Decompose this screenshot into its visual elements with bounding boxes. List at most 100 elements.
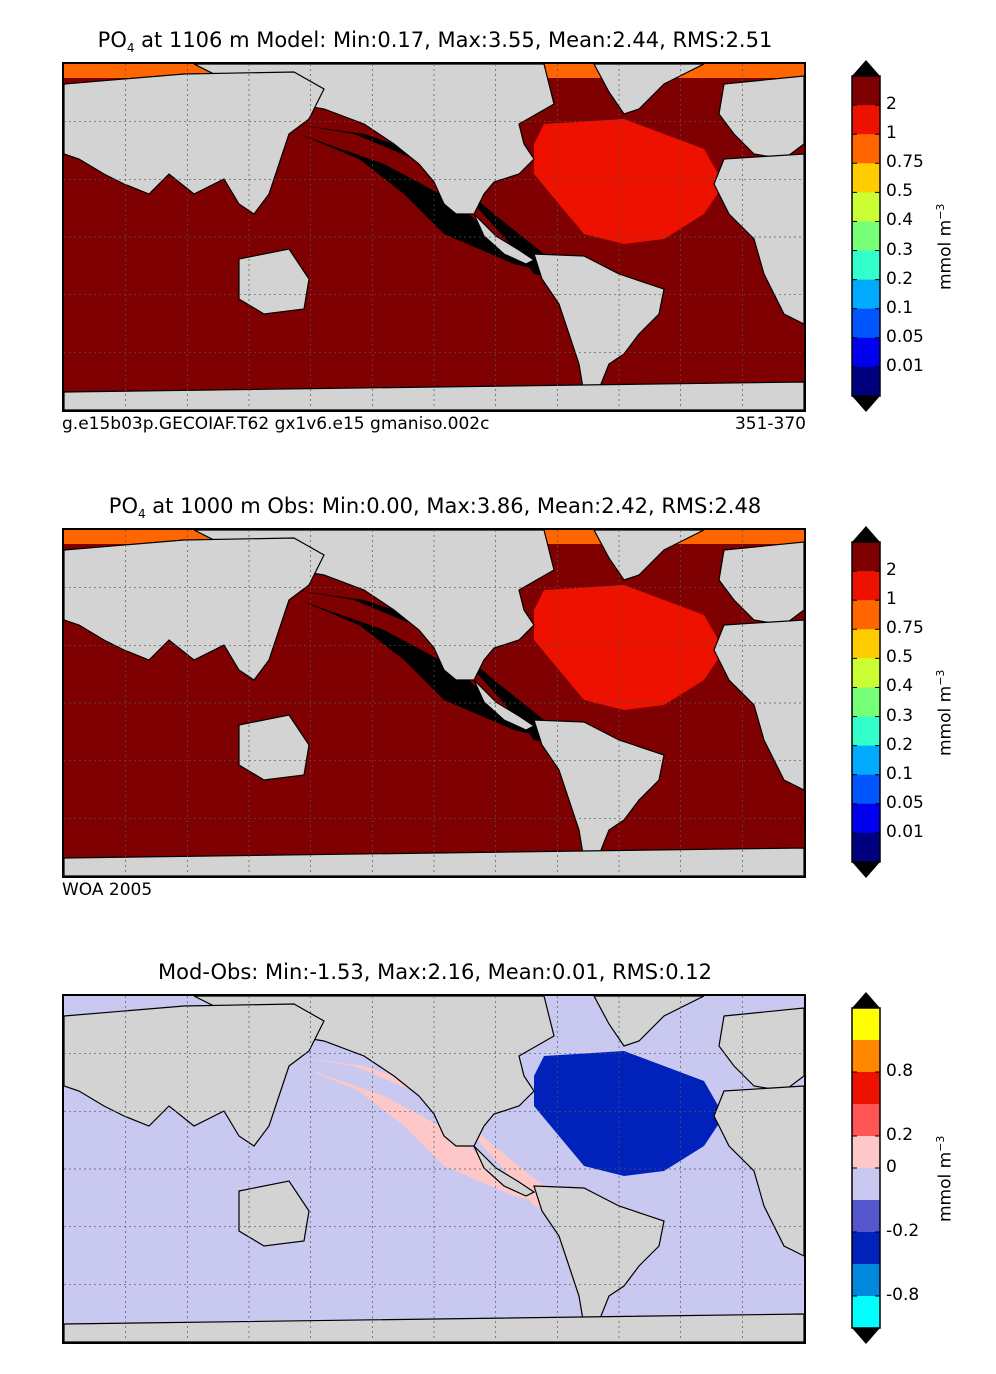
colorbar-extend-max: [852, 60, 880, 76]
colorbar-swatch: [852, 629, 880, 659]
panel-1-colorbar: [851, 60, 881, 412]
colorbar-swatch: [852, 163, 880, 193]
north-atlantic-field: [534, 119, 724, 244]
panel-2-caption-left: WOA 2005: [62, 880, 153, 900]
colorbar-frame: [851, 541, 881, 863]
colorbar-tick-label: -0.8: [886, 1285, 920, 1305]
colorbar-tick-label: 0.2: [886, 734, 914, 755]
colorbar-extend-max: [852, 526, 880, 542]
colorbar-swatch: [852, 571, 880, 601]
colorbar-swatch: [852, 542, 880, 572]
central-america-land: [473, 213, 536, 265]
colorbar-tick-label: 0.3: [886, 705, 914, 726]
africa-land: [713, 1085, 804, 1257]
colorbar-tick-label: 0.4: [886, 676, 914, 697]
colorbar-swatch: [852, 1136, 880, 1169]
colorbar-tick-label: 0.75: [886, 618, 924, 639]
colorbar-swatch: [852, 716, 880, 747]
panel-3-colorbar: [851, 992, 881, 1344]
colorbar-tick-label: 2: [886, 94, 897, 115]
australia-land: [238, 248, 310, 315]
africa-land: [713, 153, 804, 325]
panel-3-map: [62, 994, 806, 1344]
colorbar-tick-label: 0.2: [886, 1125, 914, 1145]
eurasia-land: [64, 537, 325, 681]
colorbar-swatch: [852, 221, 880, 252]
colorbar-tick-label: 0: [886, 1157, 897, 1177]
panel-2-title: PO4 at 1000 m Obs: Min:0.00, Max:3.86, M…: [108, 494, 762, 522]
colorbar-swatch: [852, 366, 880, 397]
eurasia-land: [64, 1003, 325, 1147]
colorbar-swatch: [852, 832, 880, 863]
panel-2-colorbar: [851, 526, 881, 878]
colorbar-swatch: [852, 1072, 880, 1105]
colorbar-swatch: [852, 1264, 880, 1297]
greenland-land: [593, 64, 705, 115]
colorbar-swatch: [852, 1232, 880, 1265]
colorbar-tick-label: 2: [886, 560, 897, 581]
colorbar-tick-label: 0.8: [886, 1061, 914, 1081]
colorbar-swatch: [852, 308, 880, 339]
colorbar-swatch: [852, 687, 880, 718]
greenland-land: [593, 530, 705, 581]
colorbar-tick-label: 0.05: [886, 792, 924, 813]
colorbar-frame: [851, 75, 881, 397]
colorbar-extend-min: [852, 1328, 880, 1344]
greenland-land: [593, 996, 705, 1047]
colorbar-swatch: [852, 134, 880, 164]
north-atlantic-field: [534, 1051, 724, 1176]
south-america-land: [533, 719, 665, 861]
panel-1-caption-right: 351-370: [734, 414, 806, 434]
colorbar-swatch: [852, 250, 880, 281]
south-america-land: [533, 1185, 665, 1327]
colorbar-extend-min: [852, 862, 880, 878]
colorbar-swatch: [852, 1200, 880, 1233]
panel-3-title: Mod-Obs: Min:-1.53, Max:2.16, Mean:0.01,…: [158, 960, 712, 984]
panel-2-colorbar-unit: mmol m−3: [934, 669, 956, 756]
colorbar-swatch: [852, 745, 880, 776]
panel-1-title: PO4 at 1106 m Model: Min:0.17, Max:3.55,…: [97, 28, 773, 56]
colorbar-swatch: [852, 658, 880, 688]
north-atlantic-field: [534, 585, 724, 710]
panel-1-caption-left: g.e15b03p.GECOIAF.T62 gx1v6.e15 gmaniso.…: [62, 414, 490, 434]
colorbar-swatch: [852, 1296, 880, 1329]
australia-land: [238, 1180, 310, 1247]
colorbar-extend-max: [852, 992, 880, 1008]
colorbar-tick-label: 0.05: [886, 326, 924, 347]
colorbar-tick-label: 0.3: [886, 239, 914, 260]
colorbar-swatch: [852, 337, 880, 368]
colorbar-extend-min: [852, 396, 880, 412]
colorbar-tick-label: 0.1: [886, 763, 914, 784]
colorbar-swatch: [852, 105, 880, 135]
colorbar-swatch: [852, 600, 880, 630]
colorbar-swatch: [852, 1168, 880, 1201]
australia-land: [238, 714, 310, 781]
colorbar-swatch: [852, 1104, 880, 1137]
eurasia-land: [64, 71, 325, 215]
panel-1-map: [62, 62, 806, 412]
colorbar-tick-label: 0.5: [886, 647, 914, 668]
colorbar-tick-label: 0.2: [886, 268, 914, 289]
south-america-land: [533, 253, 665, 395]
colorbar-swatch: [852, 1008, 880, 1041]
colorbar-tick-label: 0.4: [886, 210, 914, 231]
colorbar-tick-label: 0.1: [886, 297, 914, 318]
colorbar-tick-label: -0.2: [886, 1221, 920, 1241]
central-america-land: [473, 679, 536, 731]
panel-3-colorbar-unit: mmol m−3: [934, 1135, 956, 1222]
colorbar-swatch: [852, 803, 880, 834]
colorbar-tick-label: 1: [886, 123, 897, 144]
colorbar-tick-label: 1: [886, 589, 897, 610]
colorbar-swatch: [852, 192, 880, 222]
panel-2-map: [62, 528, 806, 878]
colorbar-tick-label: 0.01: [886, 821, 924, 842]
colorbar-swatch: [852, 774, 880, 805]
central-america-land: [473, 1145, 536, 1197]
panel-1-colorbar-unit: mmol m−3: [934, 203, 956, 290]
colorbar-swatch: [852, 279, 880, 310]
colorbar-tick-label: 0.01: [886, 355, 924, 376]
colorbar-tick-label: 0.75: [886, 152, 924, 173]
africa-land: [713, 619, 804, 791]
colorbar-swatch: [852, 76, 880, 106]
colorbar-tick-label: 0.5: [886, 181, 914, 202]
